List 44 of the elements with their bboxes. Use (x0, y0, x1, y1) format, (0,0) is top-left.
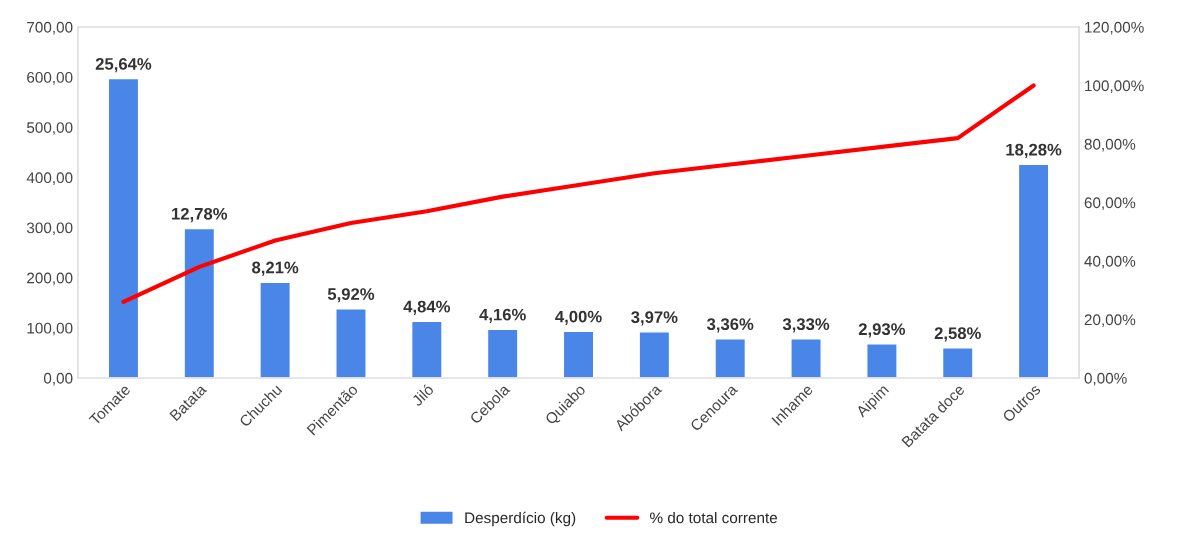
y-tick-label: 0,00 (43, 372, 73, 386)
annotation: 2,93% (858, 323, 906, 338)
y2-tick-label: 40,00% (1084, 255, 1136, 269)
legend-label: Desperdício (kg) (465, 511, 576, 527)
bar (714, 338, 747, 378)
y-tick-label: 700,00 (27, 21, 73, 35)
y2-tick-label: 60,00% (1084, 197, 1136, 210)
y2-tick-label: 0,00% (1084, 372, 1127, 386)
annotation: 18,28% (1006, 143, 1062, 158)
y-tick-label: 500,00 (26, 122, 73, 135)
y2-tick-label: 100,00% (1085, 80, 1144, 93)
bar (562, 330, 595, 378)
annotation: 2,58% (934, 327, 981, 342)
bar (638, 331, 671, 378)
bar (866, 343, 898, 378)
bar (183, 227, 216, 378)
y-tick-label: 600,00 (27, 72, 73, 85)
bar (486, 328, 519, 378)
bar (790, 338, 822, 378)
bar (259, 281, 291, 378)
y-tick-label: 200,00 (27, 272, 73, 286)
bar (107, 77, 140, 378)
bar (1017, 163, 1050, 378)
annotation: 4,16% (479, 308, 526, 323)
legend-label: % do total corrente (650, 512, 778, 524)
annotation: 25,64% (95, 58, 152, 73)
bar (335, 308, 367, 378)
annotation: 3,33% (782, 318, 830, 333)
annotation: 3,97% (631, 311, 678, 326)
annotation: 8,21% (252, 261, 299, 276)
bar (410, 320, 443, 378)
x-tick-label: Jiló (410, 383, 435, 407)
y-tick-label: 400,00 (26, 172, 73, 185)
y-tick-label: 300,00 (26, 222, 73, 236)
y2-tick-label: 80,00% (1084, 138, 1136, 152)
y-tick-label: 100,00 (27, 322, 73, 336)
y2-tick-label: 20,00% (1084, 314, 1136, 327)
bar (941, 347, 974, 378)
annotation: 4,84% (403, 300, 451, 315)
y2-tick-label: 120,00% (1085, 21, 1144, 35)
annotation: 12,78% (172, 207, 228, 223)
annotation: 4,00% (555, 310, 602, 325)
annotation: 5,92% (327, 288, 375, 303)
annotation: 3,36% (706, 318, 754, 333)
